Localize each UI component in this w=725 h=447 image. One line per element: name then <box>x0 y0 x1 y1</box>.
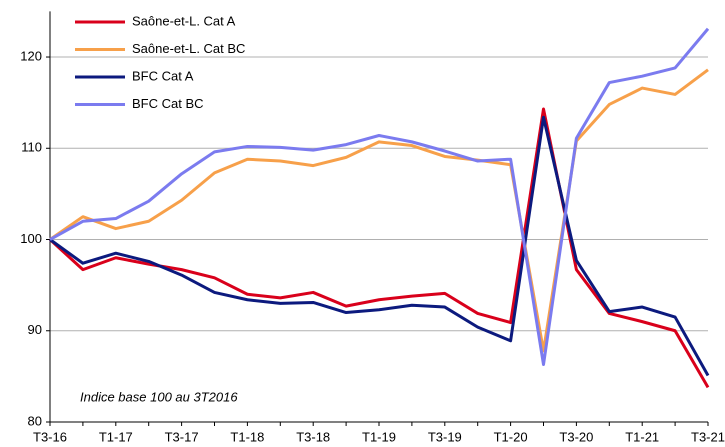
y-tick-label: 120 <box>20 48 42 63</box>
line-series <box>49 68 709 353</box>
y-tick-label: 90 <box>28 322 42 337</box>
y-tick-label: 80 <box>28 413 42 428</box>
line-series <box>48 107 710 389</box>
x-tick-label: T3-21 <box>691 429 725 444</box>
x-tick-label: T3-18 <box>296 429 330 444</box>
legend-label: Saône-et-L. Cat BC <box>132 41 245 56</box>
line-series <box>49 115 710 377</box>
x-tick-label: T1-20 <box>494 429 528 444</box>
x-tick-label: T1-18 <box>230 429 264 444</box>
x-tick-label: T1-19 <box>362 429 396 444</box>
x-tick-label: T3-16 <box>33 429 67 444</box>
legend-label: Saône-et-L. Cat A <box>132 13 236 28</box>
y-tick-label: 100 <box>20 231 42 246</box>
line-series <box>49 27 710 367</box>
x-tick-label: T3-19 <box>428 429 462 444</box>
x-tick-label: T1-17 <box>99 429 133 444</box>
y-tick-label: 110 <box>21 140 42 155</box>
x-tick-label: T3-17 <box>165 429 199 444</box>
x-tick-label: T3-20 <box>559 429 593 444</box>
legend-label: BFC Cat A <box>132 68 194 83</box>
legend-label: BFC Cat BC <box>132 96 204 111</box>
x-tick-label: T1-21 <box>625 429 659 444</box>
annotation: Indice base 100 au 3T2016 <box>80 389 238 404</box>
